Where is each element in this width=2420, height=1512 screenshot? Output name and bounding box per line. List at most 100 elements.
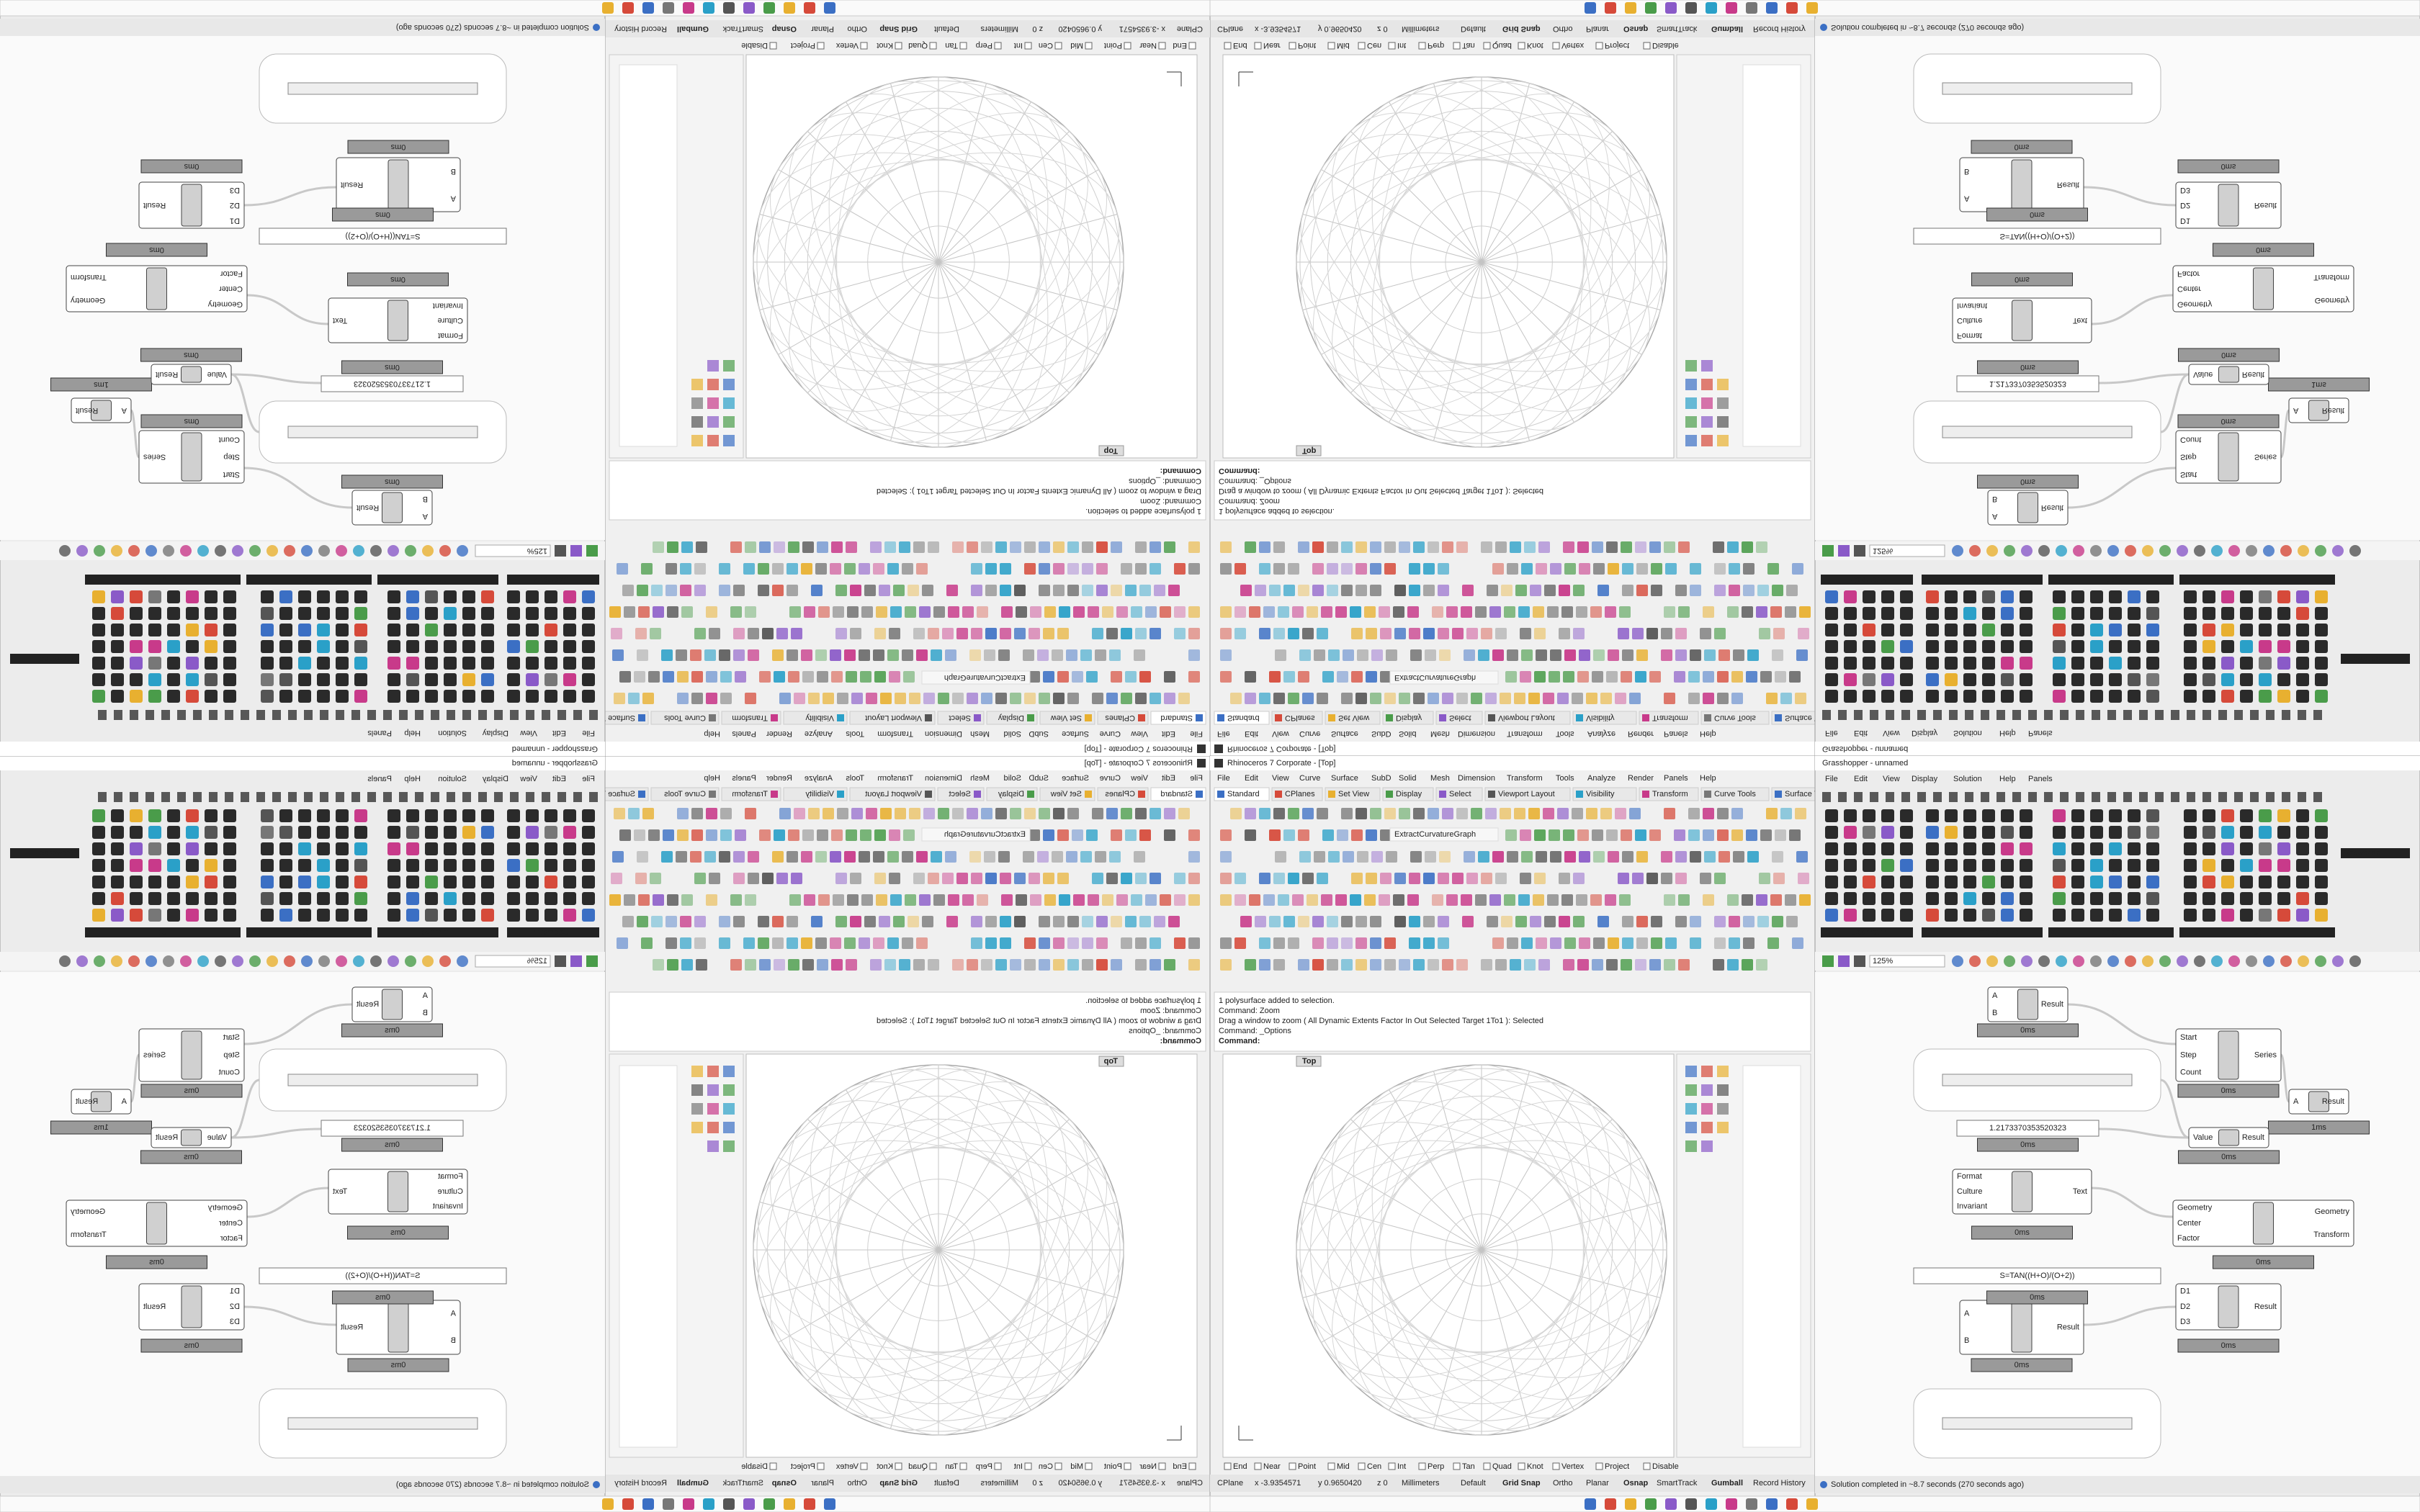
component-icon[interactable] (186, 657, 199, 670)
component-icon[interactable] (205, 859, 218, 872)
component-icon[interactable] (167, 809, 180, 822)
component-icon[interactable] (130, 876, 143, 888)
tool-icon[interactable] (1080, 851, 1092, 863)
tool-icon[interactable] (1053, 563, 1065, 575)
component-icon[interactable] (481, 892, 494, 905)
tool-icon[interactable] (1188, 894, 1200, 906)
tool-icon[interactable] (1743, 937, 1754, 949)
component-icon[interactable] (298, 826, 311, 839)
component-icon[interactable] (1844, 673, 1857, 686)
component-icon[interactable] (2020, 859, 2033, 872)
tool-icon[interactable] (971, 628, 982, 639)
menu-item[interactable]: Edit (1162, 774, 1175, 783)
tool-icon[interactable] (617, 937, 628, 949)
toolbar-tab-label[interactable]: Display (1396, 714, 1422, 722)
component-icon[interactable] (2240, 909, 2253, 922)
toolbar-tab-label[interactable]: Visibility (1586, 790, 1615, 798)
component-icon[interactable] (544, 842, 557, 855)
osnap-label[interactable]: Project (1605, 41, 1629, 50)
component-icon[interactable] (111, 842, 124, 855)
tool-icon[interactable] (1220, 873, 1232, 884)
menu-item[interactable]: Edit (1245, 774, 1258, 783)
component-icon[interactable] (2296, 673, 2309, 686)
component-icon[interactable] (279, 909, 292, 922)
component-icon[interactable] (406, 809, 419, 822)
tool-icon[interactable] (1039, 959, 1050, 971)
tool-icon[interactable] (1302, 628, 1314, 639)
tool-icon[interactable] (1557, 693, 1569, 704)
component-icon[interactable] (2109, 673, 2122, 686)
menu-item[interactable]: Curve (1299, 774, 1320, 783)
toolbar-tab-label[interactable]: Select (1449, 714, 1471, 722)
component-icon[interactable] (406, 673, 419, 686)
tool-icon[interactable] (786, 563, 798, 575)
component-icon[interactable] (2146, 826, 2159, 839)
tool-icon[interactable] (1273, 873, 1285, 884)
tool-icon[interactable] (609, 606, 621, 618)
menu-item[interactable]: Panels (1664, 774, 1688, 783)
menu-item[interactable]: Transform (877, 729, 913, 738)
tab-glyph[interactable] (2012, 792, 2021, 802)
tool-icon[interactable] (967, 693, 978, 704)
component-icon[interactable] (481, 909, 494, 922)
tool-icon[interactable] (1487, 585, 1498, 596)
component-icon[interactable] (1945, 876, 1958, 888)
component-icon[interactable] (2184, 640, 2197, 653)
menu-item[interactable]: SubD (1371, 774, 1392, 783)
canvas-tool[interactable] (1969, 955, 1981, 967)
component-icon[interactable] (526, 607, 539, 620)
tool-icon[interactable] (1164, 808, 1175, 819)
component-icon[interactable] (462, 657, 475, 670)
canvas-tool[interactable] (2211, 545, 2223, 557)
component-icon[interactable] (205, 624, 218, 636)
tool-icon[interactable] (1621, 829, 1632, 841)
component-icon[interactable] (354, 876, 367, 888)
component-icon[interactable] (1926, 624, 1939, 636)
component-icon[interactable] (2146, 909, 2159, 922)
command-prompt[interactable]: Command: (1160, 467, 1201, 475)
tool-icon[interactable] (1001, 606, 1013, 618)
osnap-label[interactable]: Perp (976, 41, 992, 50)
component-icon[interactable] (111, 859, 124, 872)
menu-item[interactable]: Dimension (1458, 729, 1495, 738)
canvas-tool[interactable] (336, 955, 347, 967)
component-icon[interactable] (2109, 892, 2122, 905)
taskbar-icon[interactable] (784, 2, 795, 14)
canvas-tool[interactable] (180, 955, 192, 967)
osnap-label[interactable]: Knot (877, 41, 893, 50)
tool-icon[interactable] (851, 693, 863, 704)
component-icon[interactable] (186, 842, 199, 855)
component-icon[interactable] (2071, 859, 2084, 872)
component-icon[interactable] (111, 892, 124, 905)
component-icon[interactable] (261, 826, 274, 839)
tool-icon[interactable] (691, 693, 703, 704)
component-icon[interactable] (354, 892, 367, 905)
component-icon[interactable] (387, 859, 400, 872)
tool-icon[interactable] (1220, 959, 1232, 971)
tool-icon[interactable] (859, 563, 870, 575)
tool-icon[interactable] (637, 916, 648, 927)
tool-icon[interactable] (1067, 808, 1079, 819)
component-icon[interactable] (148, 657, 161, 670)
tool-icon[interactable] (962, 894, 974, 906)
tool-icon[interactable] (1505, 671, 1517, 683)
menu-item[interactable]: Surface (1062, 729, 1089, 738)
tool-icon[interactable] (1043, 873, 1054, 884)
tool-icon[interactable] (1756, 959, 1767, 971)
tool-icon[interactable] (650, 628, 661, 639)
tool-icon[interactable] (1471, 808, 1482, 819)
tool-icon[interactable] (733, 916, 745, 927)
menu-item[interactable]: Tools (1556, 729, 1574, 738)
tool-icon[interactable] (866, 693, 877, 704)
component-icon[interactable] (2296, 826, 2309, 839)
component-icon[interactable] (336, 842, 349, 855)
group-label[interactable]: Util (156, 575, 167, 584)
taskbar-icon[interactable] (1625, 2, 1636, 14)
tool-icon[interactable] (1767, 937, 1779, 949)
component-icon[interactable] (563, 842, 576, 855)
tool-icon[interactable] (1314, 649, 1325, 661)
component-icon[interactable] (261, 624, 274, 636)
component-icon[interactable] (1926, 909, 1939, 922)
tool-icon[interactable] (1731, 829, 1743, 841)
component-icon[interactable] (111, 607, 124, 620)
